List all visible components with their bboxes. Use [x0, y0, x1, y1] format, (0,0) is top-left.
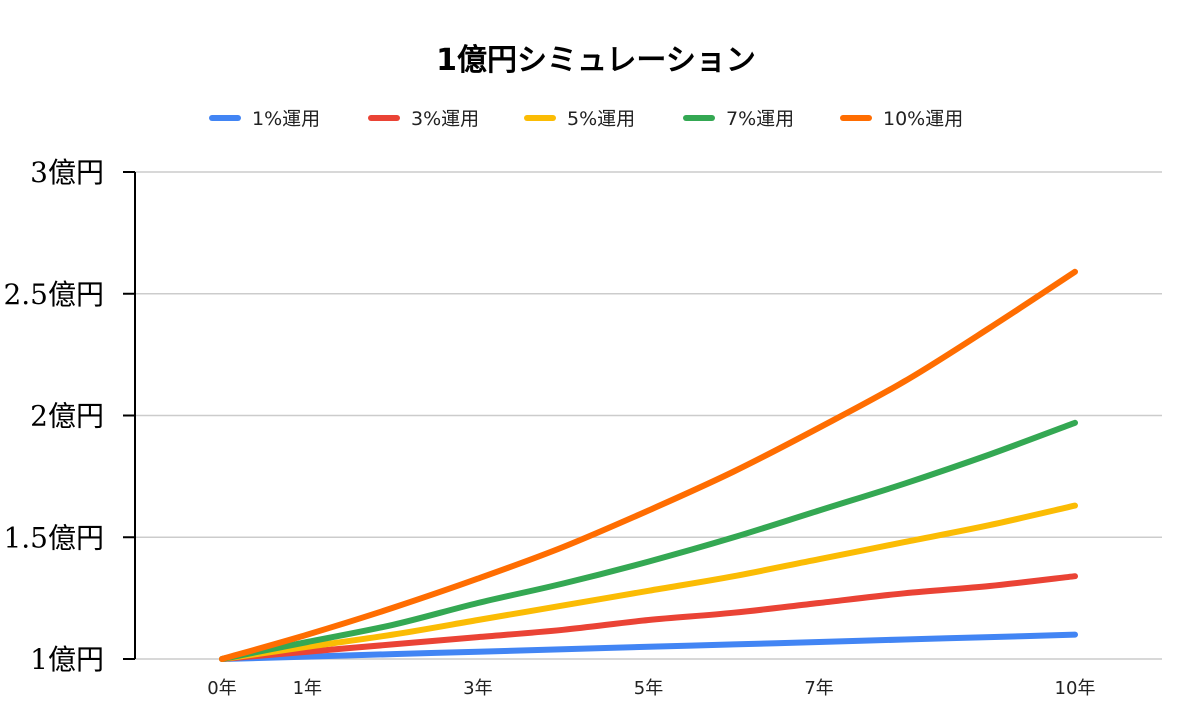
series-line-5: [219, 268, 1078, 662]
series-lines: [219, 268, 1078, 662]
legend-item: 7%運用: [683, 108, 794, 130]
y-tick-label: 2億円: [30, 400, 104, 433]
legend-item: 3%運用: [368, 108, 479, 130]
legend-label: 10%運用: [883, 108, 963, 130]
x-tick-label: 10年: [1055, 678, 1096, 699]
series-line-2: [219, 573, 1078, 662]
legend-label: 1%運用: [252, 108, 320, 130]
series-line-1: [219, 631, 1078, 662]
y-tick-label: 1億円: [30, 643, 104, 676]
y-axis-ticks: 1億円 1.5億円 2億円 2.5億円 3億円: [3, 156, 135, 676]
y-tick-label: 1.5億円: [3, 521, 104, 554]
legend-label: 3%運用: [411, 108, 479, 130]
chart-title: 1億円シミュレーション: [436, 43, 756, 78]
legend-item: 10%運用: [840, 108, 963, 130]
x-tick-label: 5年: [634, 678, 663, 699]
legend-label: 7%運用: [726, 108, 794, 130]
series-line-4: [219, 419, 1078, 662]
x-tick-label: 1年: [293, 678, 322, 699]
legend-item: 5%運用: [524, 108, 635, 130]
y-tick-label: 3億円: [30, 156, 104, 189]
series-line-3: [219, 502, 1078, 662]
x-tick-label: 7年: [804, 678, 833, 699]
x-tick-label: 0年: [207, 678, 236, 699]
y-tick-label: 2.5億円: [3, 278, 104, 311]
x-axis-ticks: 0年 1年 3年 5年 7年 10年: [207, 678, 1095, 699]
legend-label: 5%運用: [567, 108, 635, 130]
x-tick-label: 3年: [463, 678, 492, 699]
chart-legend: 1%運用 3%運用 5%運用 7%運用 10%運用: [209, 108, 963, 130]
legend-item: 1%運用: [209, 108, 320, 130]
